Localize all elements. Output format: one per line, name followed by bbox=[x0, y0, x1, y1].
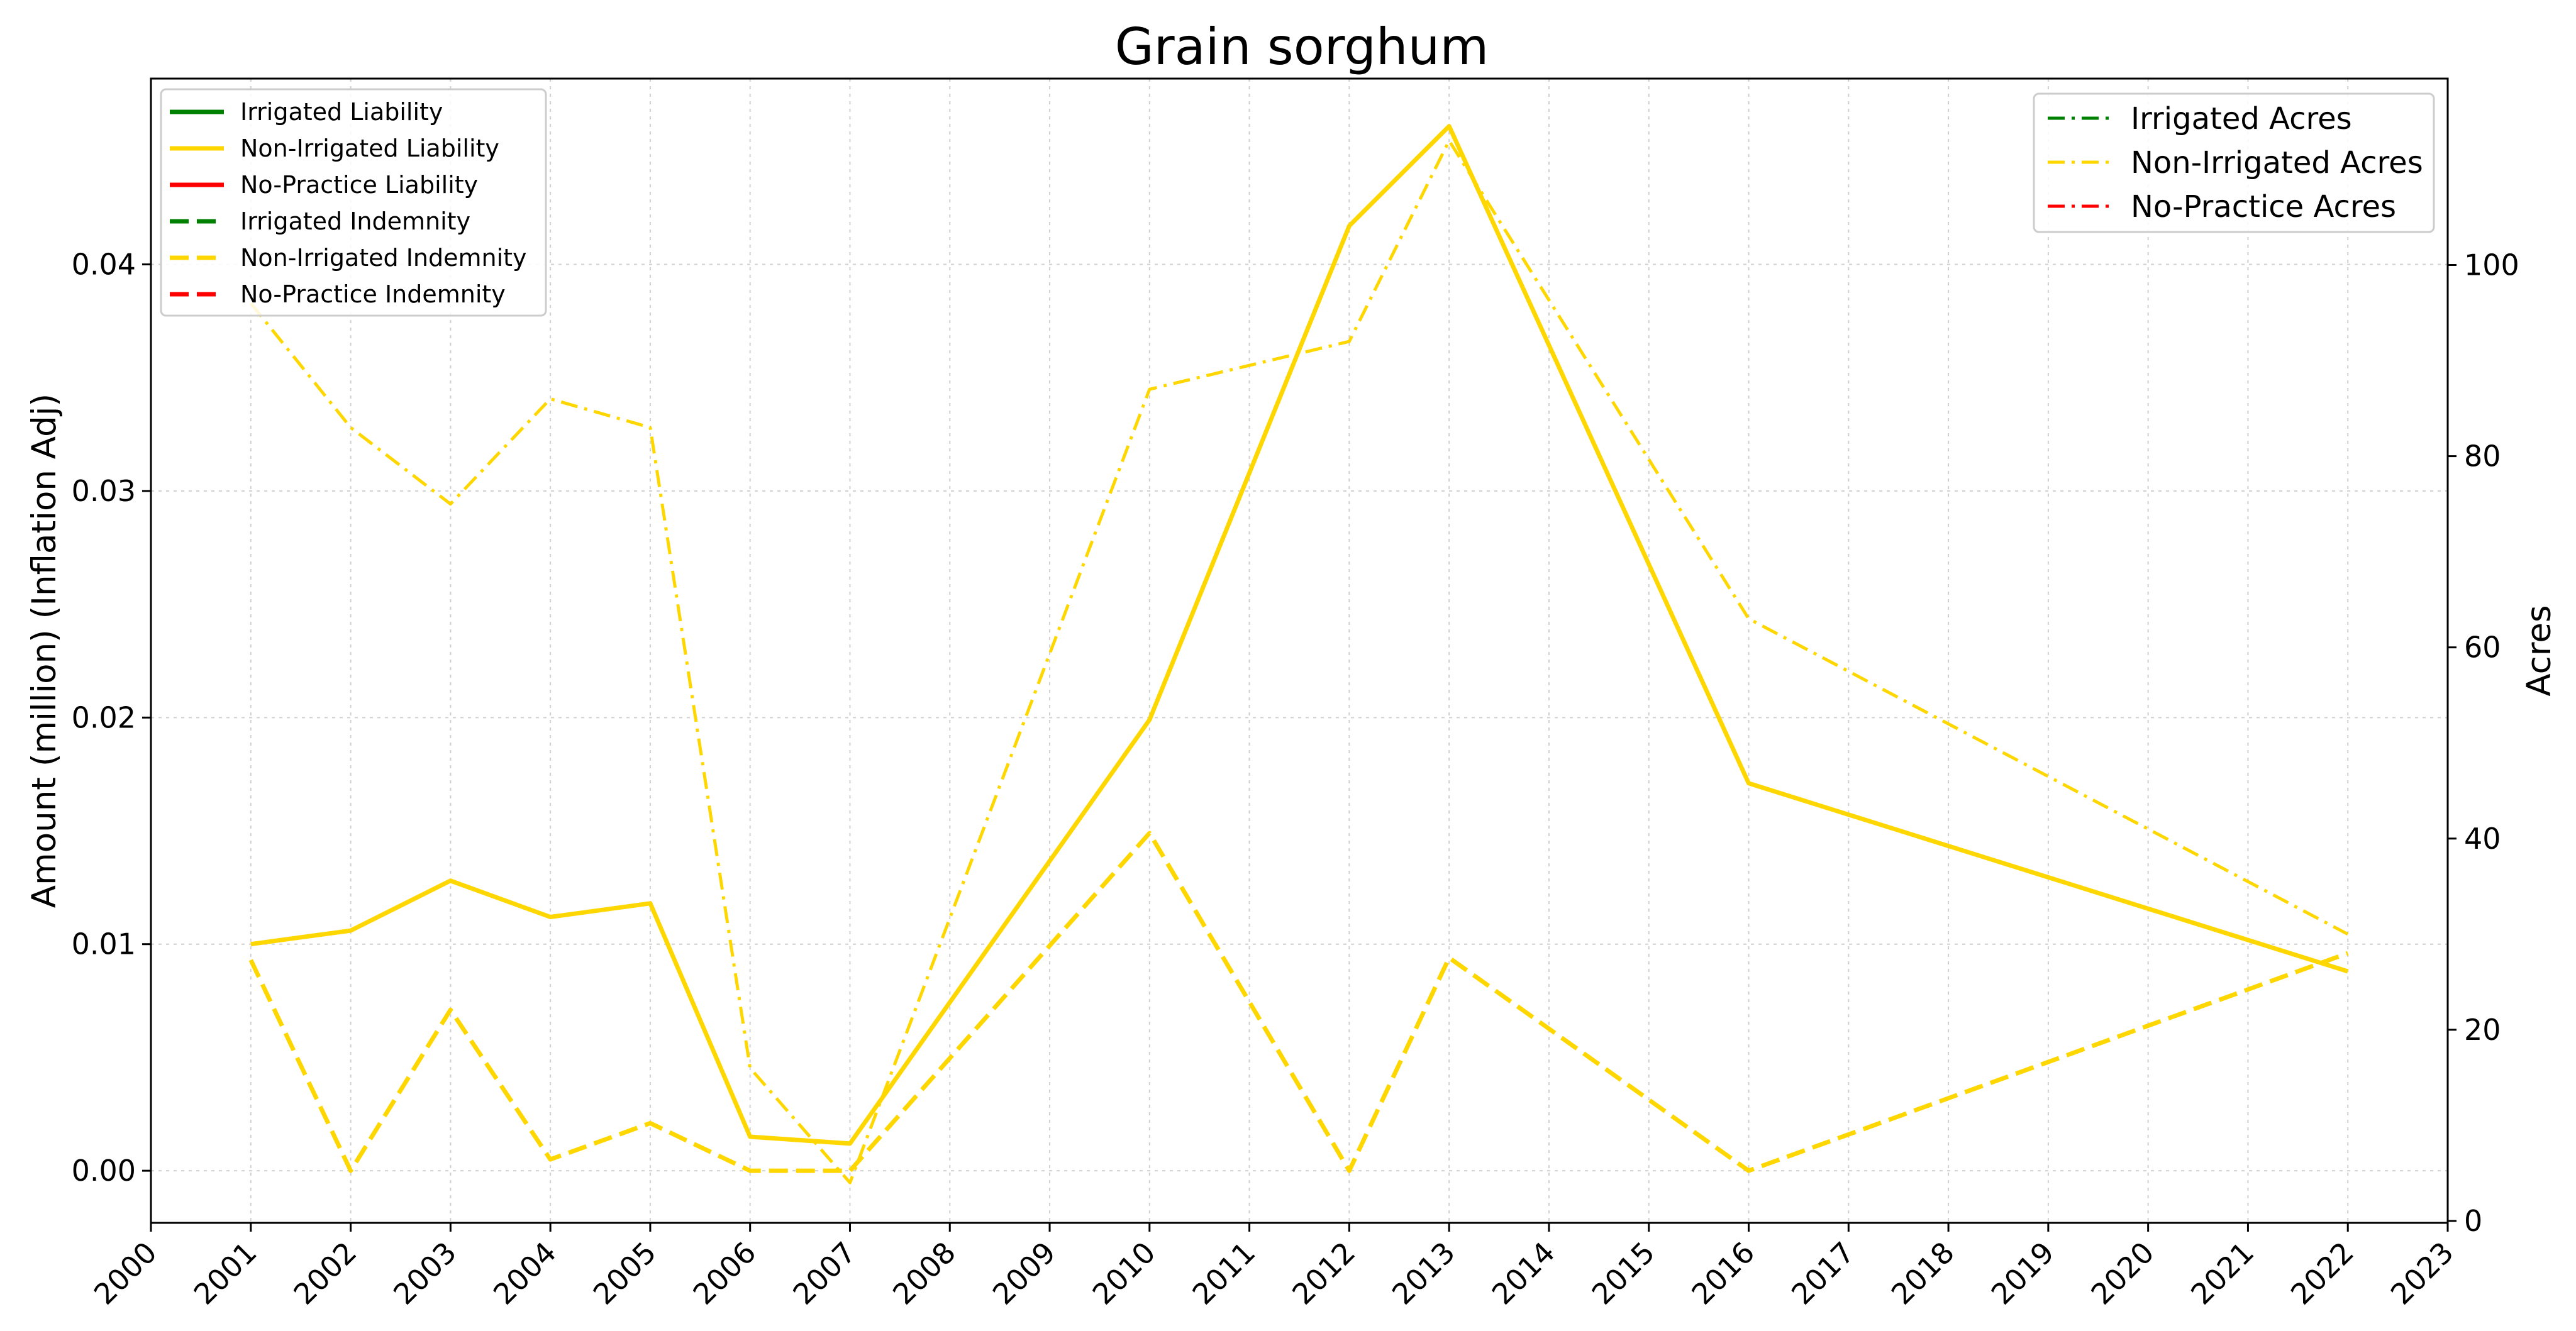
series-non-irrigated-indemnity bbox=[248, 831, 2349, 1173]
x-tick-label: 2007 bbox=[786, 1235, 862, 1312]
legend-label: Non-Irrigated Liability bbox=[240, 135, 499, 162]
plot-frame bbox=[150, 77, 2449, 1224]
legend-right-box bbox=[2033, 92, 2435, 233]
series-layer bbox=[248, 124, 2349, 1185]
y-tick-label: 0.04 bbox=[72, 248, 136, 282]
legend-left: Irrigated Liability Non-Irrigated Liabili… bbox=[160, 88, 547, 317]
x-tick-label: 2009 bbox=[986, 1235, 1062, 1312]
x-tick-label: 2021 bbox=[2184, 1235, 2260, 1312]
legend-left-box bbox=[160, 88, 547, 317]
x-tick-label: 2006 bbox=[687, 1235, 763, 1312]
x-tick-label: 2000 bbox=[87, 1235, 164, 1312]
x-tick-label: 2002 bbox=[287, 1235, 363, 1312]
y-tick-label: 0.02 bbox=[72, 700, 136, 734]
x-tick-label: 2004 bbox=[487, 1235, 563, 1312]
legend-label: Non-Irrigated Indemnity bbox=[240, 244, 527, 272]
y2-axis-label: Acres bbox=[2520, 605, 2558, 696]
grid bbox=[150, 79, 2448, 1223]
legend-label: Irrigated Acres bbox=[2131, 101, 2352, 136]
y2-tick-label: 80 bbox=[2464, 439, 2501, 473]
y-tick-label: 0.00 bbox=[72, 1154, 136, 1188]
series-non-irrigated-acres bbox=[249, 139, 2349, 1185]
legend-label: No-Practice Indemnity bbox=[240, 280, 506, 308]
x-tick-label: 2012 bbox=[1285, 1235, 1362, 1312]
y-tick-label: 0.03 bbox=[72, 474, 136, 508]
x-tick-label: 2017 bbox=[1785, 1235, 1861, 1312]
y-axis-left: 0.00 0.01 0.02 0.03 0.04 bbox=[72, 248, 151, 1188]
x-tick-label: 2001 bbox=[187, 1235, 264, 1312]
y-tick-label: 0.01 bbox=[72, 927, 136, 961]
x-tick-label: 2011 bbox=[1185, 1235, 1262, 1312]
legend-label: No-Practice Acres bbox=[2131, 189, 2396, 224]
x-tick-label: 2008 bbox=[886, 1235, 962, 1312]
x-tick-label: 2010 bbox=[1086, 1235, 1162, 1312]
y2-tick-label: 60 bbox=[2464, 631, 2501, 665]
x-tick-label: 2013 bbox=[1385, 1235, 1462, 1312]
legend-label: Irrigated Indemnity bbox=[240, 207, 470, 235]
x-tick-label: 2020 bbox=[2084, 1235, 2160, 1312]
x-tick-label: 2023 bbox=[2384, 1235, 2460, 1312]
x-tick-label: 2015 bbox=[1585, 1235, 1662, 1312]
x-tick-label: 2014 bbox=[1485, 1235, 1562, 1312]
y2-tick-label: 100 bbox=[2464, 248, 2519, 282]
y2-tick-label: 20 bbox=[2464, 1013, 2501, 1047]
x-tick-label: 2005 bbox=[587, 1235, 663, 1312]
x-tick-label: 2019 bbox=[1985, 1235, 2061, 1312]
legend-label: No-Practice Liability bbox=[240, 171, 478, 199]
legend-label: Non-Irrigated Acres bbox=[2131, 145, 2423, 180]
x-tick-label: 2022 bbox=[2284, 1235, 2360, 1312]
y2-tick-label: 0 bbox=[2464, 1204, 2482, 1238]
x-tick-label: 2018 bbox=[1885, 1235, 1961, 1312]
x-tick-label: 2003 bbox=[387, 1235, 463, 1312]
chart-title: Grain sorghum bbox=[1115, 18, 1489, 76]
series-non-irrigated-liability bbox=[250, 124, 2349, 1146]
x-axis: 2000 2001 2002 2003 2004 2005 2006 2007 2008 2009… bbox=[87, 1223, 2460, 1312]
y-axis-right: 0 20 40 60 80 100 bbox=[2448, 248, 2519, 1238]
y2-tick-label: 40 bbox=[2464, 822, 2501, 856]
y-axis-label: Amount (million) (Inflation Adj) bbox=[25, 394, 64, 908]
legend-right: Irrigated Acres Non-Irrigated Acres No-Pra… bbox=[2033, 92, 2435, 233]
legend-label: Irrigated Liability bbox=[240, 98, 443, 126]
x-tick-label: 2016 bbox=[1685, 1235, 1761, 1312]
